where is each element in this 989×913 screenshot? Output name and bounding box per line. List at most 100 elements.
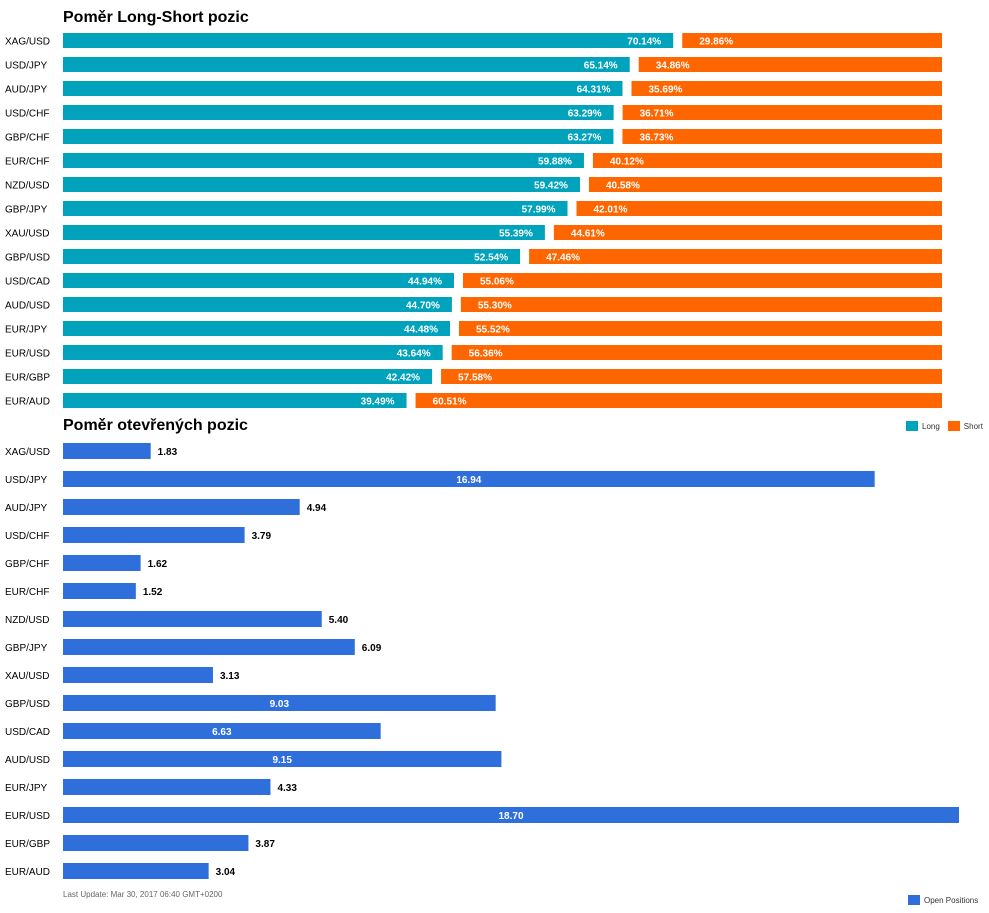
short-value-label-xag-usd: 29.86%	[699, 37, 733, 48]
short-bar-usd-jpy	[638, 57, 942, 72]
short-bar-usd-cad	[462, 273, 942, 288]
op-category-label-eur-chf: EUR/CHF	[5, 587, 49, 598]
op-category-label-usd-cad: USD/CAD	[5, 727, 50, 738]
ls-category-label-usd-jpy: USD/JPY	[5, 61, 48, 72]
open-positions-bar-aud-jpy	[63, 499, 300, 515]
open-positions-value-label-usd-chf: 3.79	[252, 531, 272, 542]
short-bar-usd-chf	[622, 105, 942, 120]
short-bar-nzd-usd	[588, 177, 942, 192]
long-value-label-gbp-usd: 52.54%	[474, 253, 508, 264]
ls-category-label-gbp-jpy: GBP/JPY	[5, 205, 48, 216]
long-value-label-eur-gbp: 42.42%	[386, 373, 420, 384]
short-value-label-aud-jpy: 35.69%	[648, 85, 682, 96]
long-bar-xau-usd	[63, 225, 545, 240]
ls-category-label-nzd-usd: NZD/USD	[5, 181, 49, 192]
open-positions-bar-eur-gbp	[63, 835, 249, 851]
short-value-label-usd-chf: 36.71%	[640, 109, 674, 120]
short-bar-xag-usd	[682, 33, 942, 48]
long-value-label-eur-jpy: 44.48%	[404, 325, 438, 336]
long-bar-eur-gbp	[63, 369, 433, 384]
long-bar-aud-usd	[63, 297, 452, 312]
short-bar-eur-gbp	[441, 369, 942, 384]
ls-category-label-aud-jpy: AUD/JPY	[5, 85, 48, 96]
long-bar-eur-chf	[63, 153, 584, 168]
short-bar-eur-aud	[415, 393, 942, 408]
ls-category-label-usd-cad: USD/CAD	[5, 277, 50, 288]
ls-category-label-xag-usd: XAG/USD	[5, 37, 50, 48]
long-value-label-usd-jpy: 65.14%	[584, 61, 618, 72]
long-value-label-xag-usd: 70.14%	[627, 37, 661, 48]
op-category-label-aud-usd: AUD/USD	[5, 755, 50, 766]
long-bar-gbp-jpy	[63, 201, 568, 216]
legend-item-short[interactable]: Short	[947, 421, 983, 431]
op-category-label-usd-chf: USD/CHF	[5, 531, 49, 542]
short-bar-eur-chf	[592, 153, 942, 168]
long-value-label-nzd-usd: 59.42%	[534, 181, 568, 192]
open-positions-value-label-eur-gbp: 3.87	[255, 839, 275, 850]
short-value-label-gbp-usd: 47.46%	[546, 253, 580, 264]
op-category-label-xau-usd: XAU/USD	[5, 671, 49, 682]
open-positions-bar-gbp-jpy	[63, 639, 355, 655]
op-category-label-gbp-chf: GBP/CHF	[5, 559, 49, 570]
ls-category-label-eur-gbp: EUR/GBP	[5, 373, 50, 384]
short-bar-aud-jpy	[631, 81, 942, 96]
ls-category-label-eur-aud: EUR/AUD	[5, 397, 50, 408]
op-category-label-nzd-usd: NZD/USD	[5, 615, 49, 626]
short-value-label-xau-usd: 44.61%	[571, 229, 605, 240]
short-bar-gbp-jpy	[576, 201, 942, 216]
open-positions-bar-eur-jpy	[63, 779, 271, 795]
long-value-label-gbp-jpy: 57.99%	[522, 205, 556, 216]
short-value-label-eur-jpy: 55.52%	[476, 325, 510, 336]
open-positions-value-label-eur-usd: 18.70	[498, 811, 523, 822]
open-positions-bar-eur-aud	[63, 863, 209, 879]
long-value-label-eur-chf: 59.88%	[538, 157, 572, 168]
short-value-label-nzd-usd: 40.58%	[606, 181, 640, 192]
legend-open-label: Open Positions	[924, 895, 979, 905]
op-category-label-eur-aud: EUR/AUD	[5, 867, 50, 878]
long-value-label-aud-jpy: 64.31%	[577, 85, 611, 96]
long-value-label-aud-usd: 44.70%	[406, 301, 440, 312]
open-positions-bar-gbp-usd	[63, 695, 496, 711]
long-value-label-eur-usd: 43.64%	[397, 349, 431, 360]
open-positions-bar-xag-usd	[63, 443, 151, 459]
ls-category-label-xau-usd: XAU/USD	[5, 229, 49, 240]
open-positions-bar-xau-usd	[63, 667, 213, 683]
open-positions-bar-eur-chf	[63, 583, 136, 599]
open-positions-value-label-eur-jpy: 4.33	[277, 783, 297, 794]
short-value-label-eur-usd: 56.36%	[469, 349, 503, 360]
open-positions-value-label-aud-jpy: 4.94	[307, 503, 327, 514]
open-positions-value-label-usd-jpy: 16.94	[456, 475, 481, 486]
short-value-label-usd-cad: 55.06%	[480, 277, 514, 288]
open-positions-bar-usd-jpy	[63, 471, 875, 487]
ls-category-label-gbp-usd: GBP/USD	[5, 253, 50, 264]
short-bar-gbp-usd	[529, 249, 942, 264]
open-positions-legend[interactable]: Open Positions	[908, 895, 978, 905]
short-value-label-usd-jpy: 34.86%	[656, 61, 690, 72]
open-positions-swatch	[908, 895, 920, 905]
open-positions-value-label-gbp-jpy: 6.09	[362, 643, 382, 654]
long-bar-usd-cad	[63, 273, 454, 288]
ls-category-label-aud-usd: AUD/USD	[5, 301, 50, 312]
op-category-label-usd-jpy: USD/JPY	[5, 475, 48, 486]
long-value-label-xau-usd: 55.39%	[499, 229, 533, 240]
open-positions-value-label-aud-usd: 9.15	[272, 755, 292, 766]
open-positions-value-label-gbp-chf: 1.62	[148, 559, 168, 570]
open-positions-title: Poměr otevřených pozic	[63, 417, 248, 434]
long-bar-eur-usd	[63, 345, 443, 360]
legend-item-long[interactable]: Long	[906, 421, 940, 431]
op-category-label-eur-gbp: EUR/GBP	[5, 839, 50, 850]
last-update-text: Last Update: Mar 30, 2017 06:40 GMT+0200	[63, 890, 223, 899]
long-value-label-eur-aud: 39.49%	[361, 397, 395, 408]
long-bar-eur-aud	[63, 393, 407, 408]
open-positions-bar-eur-usd	[63, 807, 959, 823]
legend-long-label: Long	[922, 421, 940, 431]
short-bar-aud-usd	[460, 297, 942, 312]
open-positions-value-label-eur-chf: 1.52	[143, 587, 163, 598]
short-value-label-gbp-chf: 36.73%	[639, 133, 673, 144]
open-positions-bar-usd-chf	[63, 527, 245, 543]
long-bar-eur-jpy	[63, 321, 450, 336]
long-value-label-usd-cad: 44.94%	[408, 277, 442, 288]
long-swatch	[906, 421, 918, 431]
op-category-label-gbp-usd: GBP/USD	[5, 699, 50, 710]
